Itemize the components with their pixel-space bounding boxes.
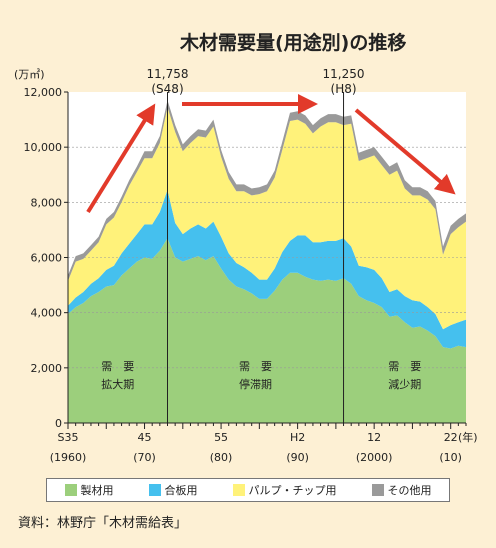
area-series-3 <box>68 100 466 281</box>
x-tick-sublabel: (10) <box>439 451 462 464</box>
x-tick-label: S35 <box>58 431 79 444</box>
legend-item: パルプ・チップ用 <box>232 482 337 498</box>
legend-label: 製材用 <box>80 484 114 497</box>
phase-label-bottom: 停滞期 <box>239 377 272 391</box>
y-tick-label: 8,000 <box>31 196 63 209</box>
trend-arrow <box>354 108 456 195</box>
annotation-year: (H8) <box>331 82 357 96</box>
legend-label: 合板用 <box>164 484 198 497</box>
legend-label: その他用 <box>387 484 432 497</box>
phase-label-bottom: 拡大期 <box>101 377 134 391</box>
x-tick-sublabel: (80) <box>210 451 233 464</box>
x-tick-label: 45 <box>138 431 152 444</box>
legend-item: 製材用 <box>64 482 114 498</box>
annotation-value: 11,250 <box>323 67 365 81</box>
source-note: 資料：林野庁「木材需給表」 <box>18 516 188 531</box>
annotation-value: 11,758 <box>147 67 189 81</box>
legend-label: パルプ・チップ用 <box>248 484 337 497</box>
trend-arrow <box>86 103 156 214</box>
phase-label-top: 需 要 <box>101 360 134 373</box>
x-tick-label: H2 <box>290 431 305 444</box>
x-tick-label: 22 <box>444 431 458 444</box>
phase-label-top: 需 要 <box>388 360 421 373</box>
x-unit-label: (年) <box>458 430 478 444</box>
x-tick-label: 55 <box>214 431 228 444</box>
peak-annotations: 11,758(S48) 11,250(H8) <box>147 67 365 423</box>
y-tick-labels: 0 2,000 4,000 6,000 8,000 10,000 12,000 <box>24 86 63 430</box>
legend-swatch <box>232 484 245 496</box>
y-unit-label: (万㎥) <box>14 68 45 81</box>
y-tick-label: 10,000 <box>24 141 63 154</box>
y-tick-label: 4,000 <box>31 307 63 320</box>
x-tick-sublabel: (2000) <box>356 451 393 464</box>
legend-item: 合板用 <box>148 482 198 498</box>
y-tick-label: 12,000 <box>24 86 63 99</box>
x-tick-labels: S35 (1960) 45 (70) 55 (80) H2 (90) 12 (2000) 22 (10… <box>50 431 462 464</box>
x-tick-sublabel: (90) <box>286 451 309 464</box>
x-tick-sublabel: (1960) <box>50 451 87 464</box>
legend-swatch <box>371 484 384 496</box>
y-tick-label: 2,000 <box>31 362 63 375</box>
legend: 製材用 合板用 パルプ・チップ用 その他用 <box>46 478 450 502</box>
x-tick-sublabel: (70) <box>133 451 156 464</box>
trend-arrows <box>86 94 456 214</box>
annotation-year: (S48) <box>151 82 183 96</box>
phase-label-bottom: 減少期 <box>388 377 421 391</box>
legend-swatch <box>148 484 161 496</box>
axes <box>64 91 467 429</box>
y-tick-label: 0 <box>55 417 62 430</box>
legend-swatch <box>64 484 77 496</box>
chart-title: 木材需要量(用途別)の推移 <box>179 31 406 54</box>
x-tick-label: 12 <box>367 431 381 444</box>
legend-item: その他用 <box>371 482 432 498</box>
y-tick-label: 6,000 <box>31 252 63 265</box>
phase-label-top: 需 要 <box>239 360 272 373</box>
